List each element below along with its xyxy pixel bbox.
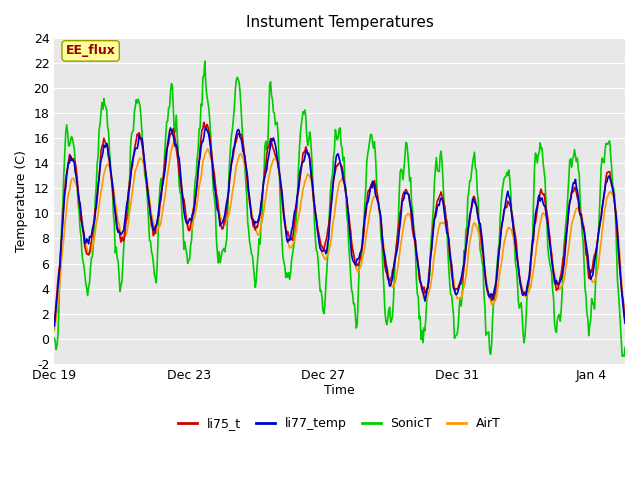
li77_temp — [202, 125, 210, 131]
SonicT — [310, 192, 317, 197]
li77_temp — [621, 320, 629, 326]
AirT — [51, 328, 58, 334]
Line: li75_t: li75_t — [54, 122, 625, 324]
AirT — [170, 140, 177, 145]
li75_t — [621, 317, 629, 323]
li77_temp — [433, 210, 440, 216]
Text: EE_flux: EE_flux — [66, 44, 116, 58]
SonicT — [481, 304, 489, 310]
li77_temp — [481, 270, 489, 276]
SonicT — [152, 275, 159, 281]
AirT — [433, 239, 440, 244]
li77_temp — [197, 144, 205, 150]
SonicT — [433, 155, 440, 160]
Title: Instument Temperatures: Instument Temperatures — [246, 15, 433, 30]
AirT — [481, 267, 489, 273]
li75_t — [51, 321, 58, 327]
SonicT — [51, 335, 58, 341]
Line: AirT: AirT — [54, 143, 625, 331]
li77_temp — [152, 224, 159, 230]
SonicT — [621, 345, 629, 350]
AirT — [621, 315, 629, 321]
li75_t — [310, 197, 317, 203]
SonicT — [620, 353, 628, 359]
li75_t — [152, 231, 159, 237]
AirT — [310, 192, 317, 198]
SonicT — [201, 58, 209, 64]
Line: li77_temp: li77_temp — [54, 128, 625, 326]
Y-axis label: Temperature (C): Temperature (C) — [15, 150, 28, 252]
X-axis label: Time: Time — [324, 384, 355, 397]
li77_temp — [51, 323, 58, 329]
SonicT — [197, 101, 205, 107]
AirT — [388, 282, 396, 288]
li75_t — [481, 272, 489, 278]
li75_t — [200, 120, 208, 125]
AirT — [198, 167, 206, 172]
li75_t — [433, 204, 440, 209]
Legend: li75_t, li77_temp, SonicT, AirT: li75_t, li77_temp, SonicT, AirT — [173, 412, 506, 435]
li77_temp — [310, 192, 317, 198]
li75_t — [388, 274, 396, 280]
Line: SonicT: SonicT — [54, 61, 625, 356]
li77_temp — [388, 278, 396, 284]
AirT — [152, 229, 159, 235]
SonicT — [388, 318, 396, 324]
li75_t — [197, 135, 205, 141]
